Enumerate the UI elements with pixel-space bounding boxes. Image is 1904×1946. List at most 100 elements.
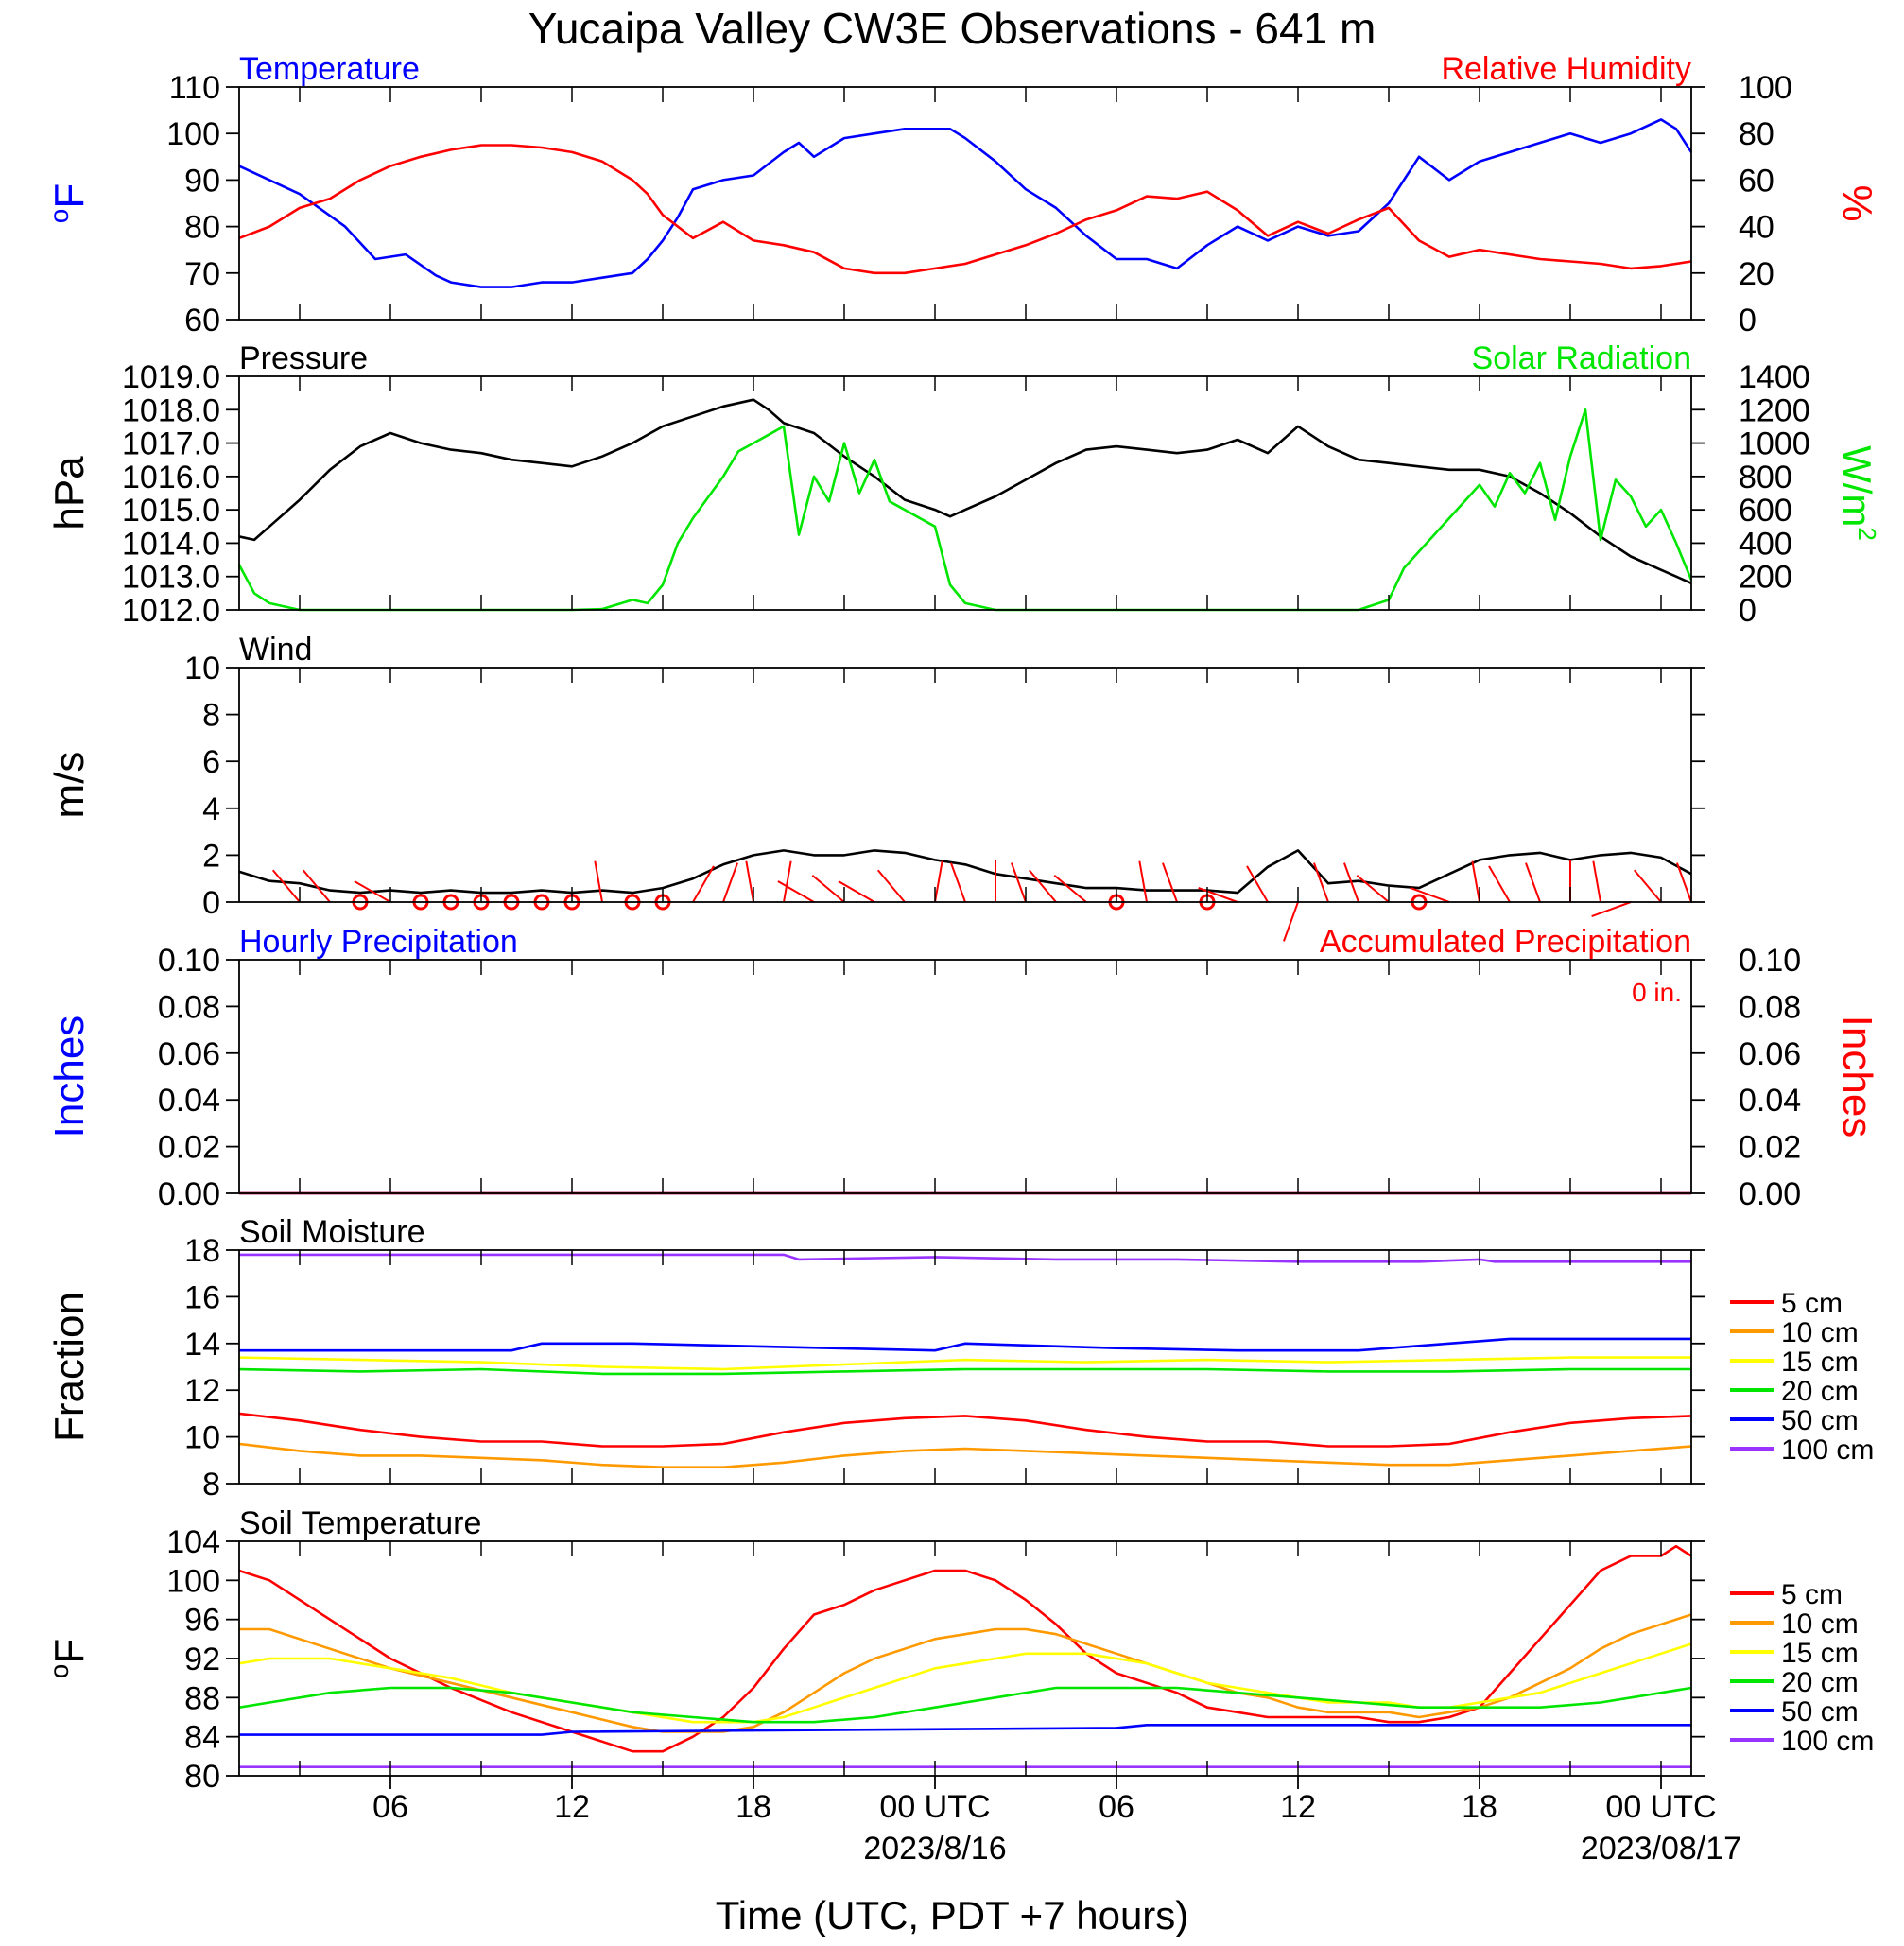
- y-tick-label-right: 80: [1739, 116, 1774, 152]
- y-tick-label: 4: [202, 791, 220, 827]
- series-line-50-cm: [239, 1724, 1691, 1736]
- legend-label: 10 cm: [1781, 1317, 1859, 1348]
- legend-label: 50 cm: [1781, 1696, 1859, 1728]
- y-axis-label-left: m/s: [46, 752, 93, 819]
- y-tick-label: 0.06: [158, 1036, 220, 1072]
- y-tick-label: 1015.0: [122, 493, 220, 529]
- wind-barb: [1028, 869, 1057, 903]
- panel-title-left: Temperature: [239, 51, 420, 87]
- wind-barb: [1343, 862, 1359, 903]
- wind-barb: [354, 880, 391, 903]
- y-tick-label: 10: [184, 1420, 220, 1456]
- y-axis-label-left: oF: [44, 1639, 93, 1678]
- y-tick-label: 92: [184, 1642, 220, 1677]
- y-tick-label: 14: [184, 1327, 220, 1363]
- series-line-20-cm: [238, 1686, 1692, 1724]
- series-line-20-cm: [238, 1367, 1691, 1376]
- wind-barb: [722, 862, 738, 903]
- wind-barb: [777, 880, 815, 903]
- y-tick-label-right: 0.08: [1739, 989, 1801, 1025]
- wind-barb: [1471, 860, 1480, 903]
- wind-barb: [745, 860, 754, 903]
- unit-f: F: [46, 1639, 93, 1664]
- panel-precip: 0.00 0.02 0.04 0.06 0.08 0.10 0.00 0.02 0.04 0.06…: [46, 924, 1880, 1212]
- y-tick-label: 0.04: [158, 1083, 220, 1119]
- panel-title-left: Soil Temperature: [239, 1505, 481, 1541]
- y-tick-label: 1018.0: [122, 392, 220, 428]
- x-tick-label: 12: [554, 1789, 590, 1825]
- y-axis-label-left: oF: [44, 183, 93, 223]
- y-tick-label-right: 600: [1739, 493, 1792, 529]
- panel-title-left: Pressure: [239, 340, 368, 376]
- wind-barb: [1592, 860, 1601, 903]
- wind-barb: [1525, 862, 1541, 903]
- panel-title-right: Solar Radiation: [1472, 340, 1691, 376]
- y-tick-label-right: 800: [1739, 460, 1792, 495]
- series-line-10-cm: [239, 1613, 1692, 1733]
- panel-frame: [238, 1249, 1692, 1485]
- panel-frame: [238, 667, 1692, 903]
- unit-wm: W/m: [1835, 445, 1879, 527]
- y-tick-label-right: 0: [1739, 593, 1757, 629]
- y-tick-label: 1017.0: [122, 426, 220, 462]
- series-line-solar-radiation: [237, 408, 1693, 612]
- y-tick-label: 2: [202, 838, 220, 874]
- x-tick-label: 12: [1280, 1789, 1316, 1825]
- legend-label: 15 cm: [1781, 1638, 1859, 1669]
- panel-wind: 0 2 4 6 8 10 Wind m/s: [46, 632, 1705, 942]
- legend-label: 15 cm: [1781, 1347, 1859, 1378]
- legend-label: 20 cm: [1781, 1667, 1859, 1698]
- y-tick-label: 0.08: [158, 989, 220, 1025]
- y-axis-label-left: hPa: [46, 456, 93, 530]
- wind-barb: [1591, 901, 1632, 917]
- y-axis-label-right: Inches: [1834, 1016, 1880, 1138]
- y-tick-label: 80: [184, 210, 220, 246]
- y-tick-label-right: 100: [1739, 70, 1792, 106]
- x-tick-label: 18: [1462, 1789, 1497, 1825]
- x-date-label: 2023/08/17: [1581, 1831, 1741, 1867]
- series-line-10-cm: [238, 1442, 1692, 1468]
- wind-barb: [594, 860, 603, 903]
- y-tick-label: 80: [184, 1759, 220, 1795]
- y-tick-label: 12: [184, 1373, 220, 1409]
- y-axis-label-left: Fraction: [46, 1292, 93, 1442]
- y-tick-label-right: 0.06: [1739, 1036, 1801, 1072]
- legend-label: 5 cm: [1781, 1579, 1843, 1610]
- wind-barb: [838, 880, 875, 903]
- wind-barb: [1633, 869, 1662, 903]
- series-line-temperature: [238, 118, 1693, 288]
- wind-barb: [950, 862, 966, 903]
- figure-title: Yucaipa Valley CW3E Observations - 641 m: [528, 4, 1376, 53]
- y-tick-label: 1014.0: [122, 526, 220, 562]
- series-line-50-cm: [239, 1337, 1691, 1352]
- panel-title-left: Hourly Precipitation: [239, 924, 518, 960]
- x-date-label: 2023/8/16: [863, 1831, 1006, 1867]
- wind-barb: [934, 860, 943, 903]
- y-tick-label: 0: [202, 885, 220, 921]
- y-tick-label-right: 0: [1739, 303, 1757, 339]
- wind-barb: [876, 869, 906, 903]
- y-tick-label-right: 60: [1739, 163, 1774, 199]
- legend-label: 100 cm: [1781, 1726, 1874, 1757]
- panel-pressure-solar: 1012.01013.01014.01015.01016.01017.01018…: [46, 340, 1881, 629]
- x-axis: 06 12 18 00 UTC 06 12 18 00 UTC 2023/8/16 2023/08…: [372, 1776, 1741, 1867]
- y-tick-label-right: 1000: [1739, 426, 1810, 462]
- panel-title-left: Wind: [239, 632, 312, 668]
- wind-barb: [1162, 862, 1178, 903]
- y-tick-label-right: 1200: [1739, 392, 1810, 428]
- y-tick-label: 6: [202, 744, 220, 780]
- wind-barb: [811, 874, 845, 903]
- wind-barb: [783, 860, 792, 903]
- y-tick-label-right: 40: [1739, 210, 1774, 246]
- y-tick-label: 0.10: [158, 943, 220, 979]
- y-tick-label: 0.02: [158, 1130, 220, 1166]
- y-tick-label: 18: [184, 1233, 220, 1269]
- panel-title-right: Accumulated Precipitation: [1320, 924, 1691, 960]
- y-tick-label: 100: [166, 1563, 220, 1599]
- y-tick-label: 110: [169, 70, 220, 106]
- panel-frame: [238, 375, 1692, 611]
